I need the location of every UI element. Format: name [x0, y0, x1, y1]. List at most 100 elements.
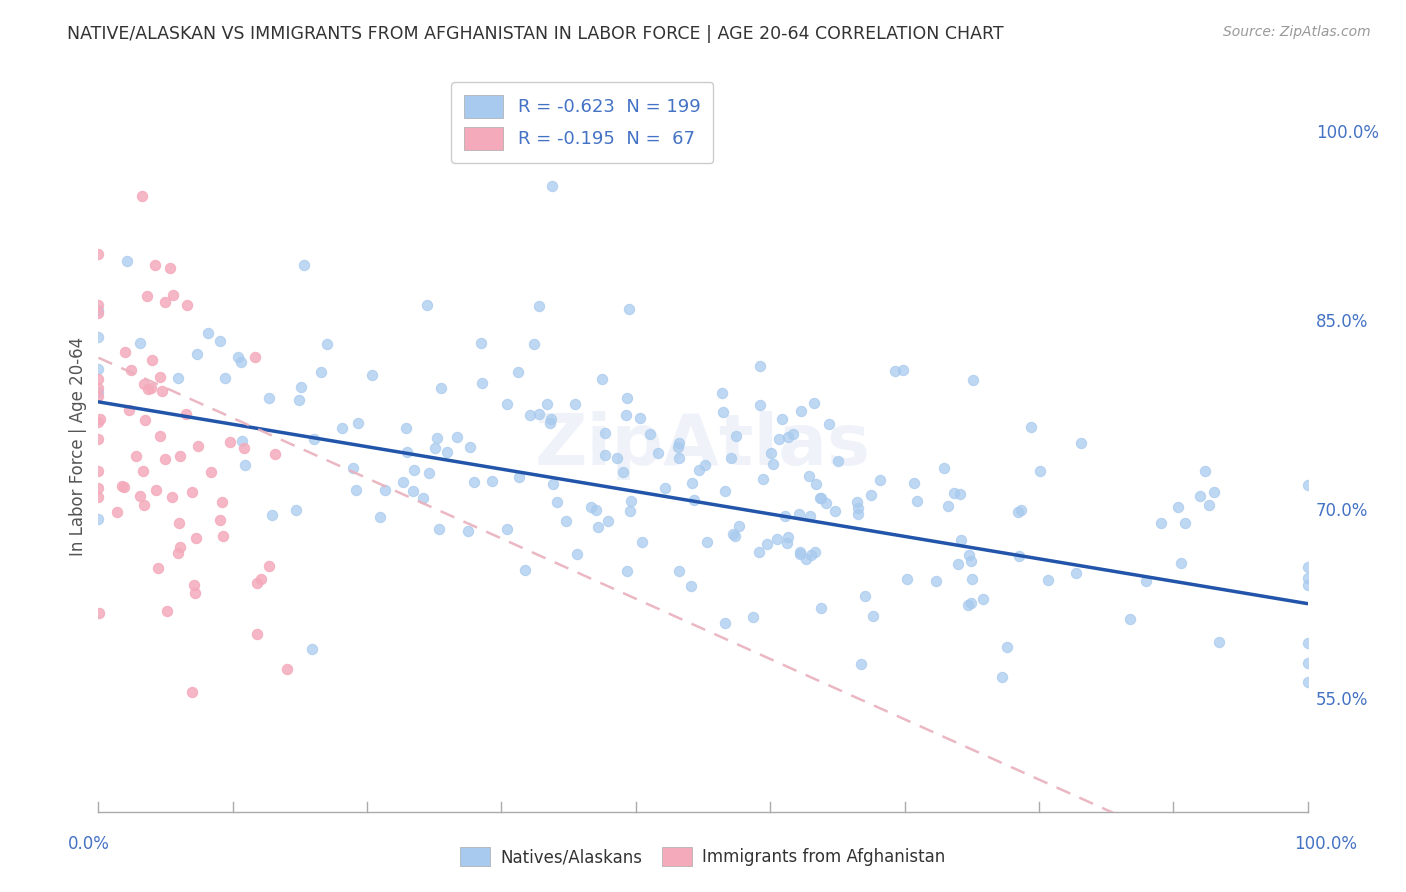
Point — [721, 527, 744, 541]
Point — [169, 540, 191, 554]
Point — [668, 436, 690, 450]
Point — [666, 440, 689, 454]
Point — [1119, 612, 1142, 626]
Point — [301, 641, 323, 656]
Point — [995, 640, 1018, 654]
Point — [128, 335, 150, 350]
Point — [519, 408, 541, 422]
Point — [748, 359, 770, 373]
Point — [89, 606, 111, 620]
Point — [1170, 557, 1192, 571]
Point — [176, 298, 198, 312]
Point — [231, 434, 253, 448]
Point — [541, 477, 564, 491]
Point — [972, 591, 994, 606]
Point — [174, 407, 197, 421]
Point — [259, 391, 281, 405]
Point — [814, 496, 837, 510]
Point — [948, 557, 970, 571]
Point — [257, 559, 280, 574]
Text: 100.0%: 100.0% — [1294, 835, 1357, 853]
Point — [404, 463, 426, 477]
Point — [105, 505, 128, 519]
Point — [361, 368, 384, 383]
Point — [640, 426, 662, 441]
Point — [1150, 516, 1173, 531]
Point — [527, 300, 550, 314]
Point — [846, 500, 869, 515]
Point — [960, 572, 983, 586]
Point — [536, 397, 558, 411]
Point — [797, 469, 820, 483]
Point — [290, 380, 312, 394]
Point — [342, 461, 364, 475]
Point — [209, 334, 232, 349]
Point — [457, 524, 479, 538]
Point — [276, 662, 298, 676]
Point — [87, 512, 110, 526]
Point — [229, 354, 252, 368]
Point — [250, 573, 273, 587]
Point — [905, 493, 928, 508]
Point — [264, 447, 287, 461]
Point — [991, 670, 1014, 684]
Point — [891, 363, 914, 377]
Point — [949, 487, 972, 501]
Point — [125, 450, 148, 464]
Point — [790, 403, 813, 417]
Point — [932, 460, 955, 475]
Point — [260, 508, 283, 522]
Point — [87, 372, 110, 386]
Point — [859, 488, 882, 502]
Point — [720, 451, 742, 466]
Point — [316, 337, 339, 351]
Point — [579, 500, 602, 514]
Point — [132, 498, 155, 512]
Point — [120, 363, 142, 377]
Point — [152, 384, 174, 398]
Point — [233, 458, 256, 472]
Point — [853, 589, 876, 603]
Point — [458, 440, 481, 454]
Point — [87, 389, 110, 403]
Point — [246, 576, 269, 591]
Point — [159, 261, 181, 276]
Point — [508, 470, 530, 484]
Point — [903, 476, 925, 491]
Point — [114, 344, 136, 359]
Point — [112, 480, 135, 494]
Point — [752, 472, 775, 486]
Point — [616, 564, 638, 578]
Point — [810, 491, 832, 505]
Point — [810, 601, 832, 615]
Point — [1174, 516, 1197, 530]
Point — [436, 445, 458, 459]
Point — [1019, 420, 1042, 434]
Point — [167, 371, 190, 385]
Point — [87, 298, 110, 312]
Point — [960, 596, 983, 610]
Point — [681, 579, 703, 593]
Point — [619, 504, 641, 518]
Point — [1198, 498, 1220, 512]
Point — [711, 405, 734, 419]
Point — [87, 306, 110, 320]
Point — [606, 451, 628, 466]
Point — [181, 685, 204, 699]
Point — [846, 495, 869, 509]
Point — [134, 413, 156, 427]
Point — [683, 493, 706, 508]
Point — [620, 494, 643, 508]
Point — [128, 489, 150, 503]
Point — [668, 564, 690, 578]
Point — [612, 465, 634, 479]
Point — [471, 376, 494, 390]
Point — [538, 417, 561, 431]
Point — [654, 481, 676, 495]
Point — [162, 288, 184, 302]
Point — [200, 466, 222, 480]
Point — [1296, 571, 1319, 585]
Point — [681, 475, 703, 490]
Point — [463, 475, 485, 489]
Point — [233, 441, 256, 455]
